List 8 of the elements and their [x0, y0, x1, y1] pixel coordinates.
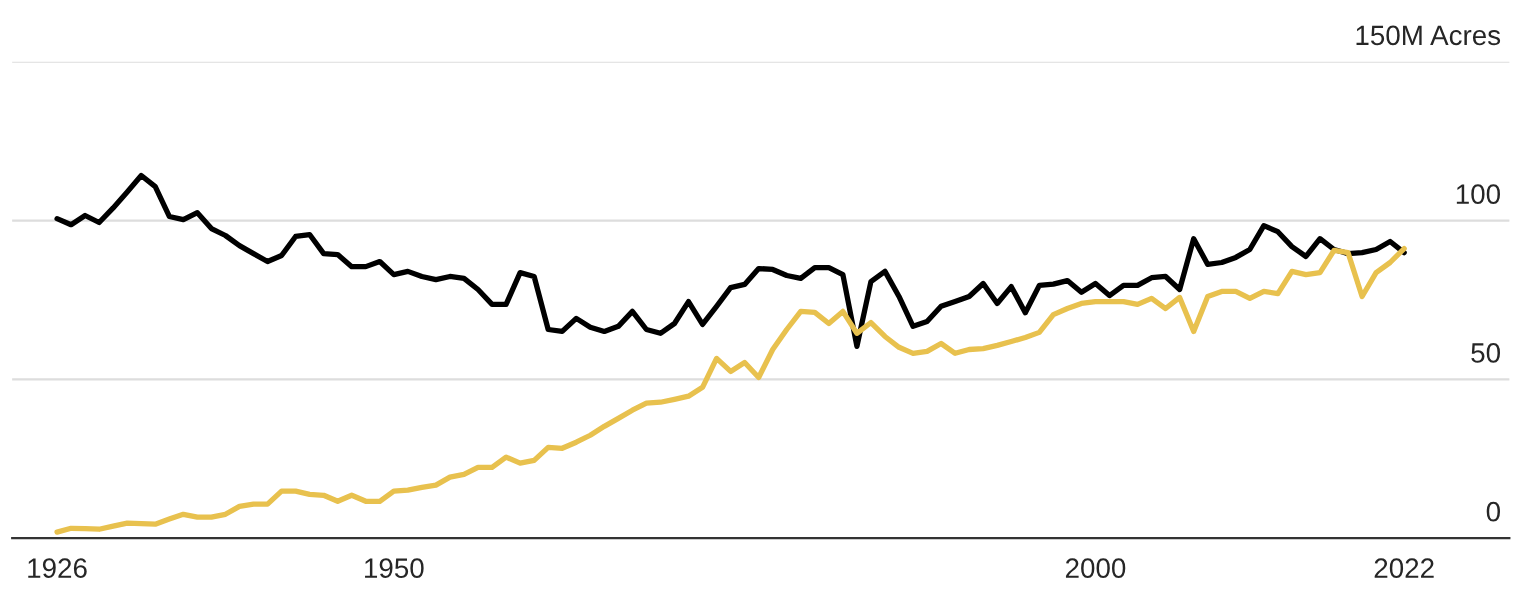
x-tick-label: 1926 [28, 558, 87, 578]
y-tick-label: 150M Acres [1356, 25, 1501, 46]
y-tick-label: 0 [1486, 501, 1500, 522]
y-tick-label: 50 [1471, 343, 1500, 363]
x-tick-label: 1950 [365, 558, 424, 578]
y-tick-label: 100 [1456, 184, 1500, 204]
x-tick-label: 2022 [1374, 558, 1434, 578]
x-tick-label: 2000 [1065, 558, 1126, 578]
